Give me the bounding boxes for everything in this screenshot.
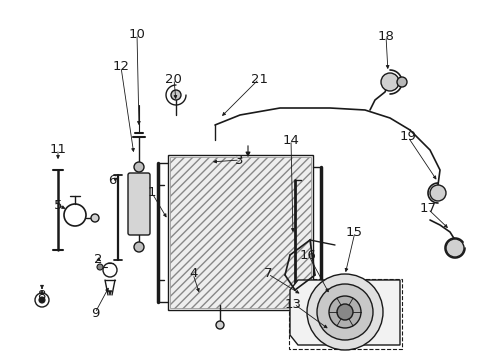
Circle shape [380,73,398,91]
Text: 9: 9 [91,307,100,320]
Text: 6: 6 [108,174,117,186]
Text: 2: 2 [93,253,102,266]
Circle shape [328,296,360,328]
Text: 16: 16 [299,249,316,262]
Bar [288,279,401,349]
Text: 8: 8 [37,289,46,302]
Circle shape [306,274,382,350]
Text: 5: 5 [53,199,62,212]
Text: 14: 14 [282,134,299,147]
Text: 15: 15 [346,226,362,239]
Text: 19: 19 [399,130,416,143]
Text: 3: 3 [235,154,244,167]
Text: 18: 18 [377,30,394,42]
Circle shape [216,321,224,329]
Circle shape [316,284,372,340]
Circle shape [134,242,143,252]
Circle shape [429,185,445,201]
Circle shape [396,77,406,87]
Text: 7: 7 [263,267,272,280]
FancyBboxPatch shape [128,173,150,235]
Text: 11: 11 [49,143,66,156]
Circle shape [91,214,99,222]
Text: 21: 21 [250,73,267,86]
Text: 12: 12 [113,60,129,73]
Circle shape [134,162,143,172]
Text: 13: 13 [285,298,301,311]
Circle shape [39,297,45,303]
Text: 1: 1 [147,186,156,199]
Circle shape [97,264,103,270]
Text: 4: 4 [188,267,197,280]
Text: 17: 17 [419,202,435,215]
Circle shape [336,304,352,320]
Bar [168,155,312,310]
Bar [170,157,310,308]
Circle shape [171,90,181,100]
Text: 20: 20 [165,73,182,86]
Polygon shape [289,280,399,345]
Circle shape [445,239,463,257]
Text: 10: 10 [128,28,145,41]
